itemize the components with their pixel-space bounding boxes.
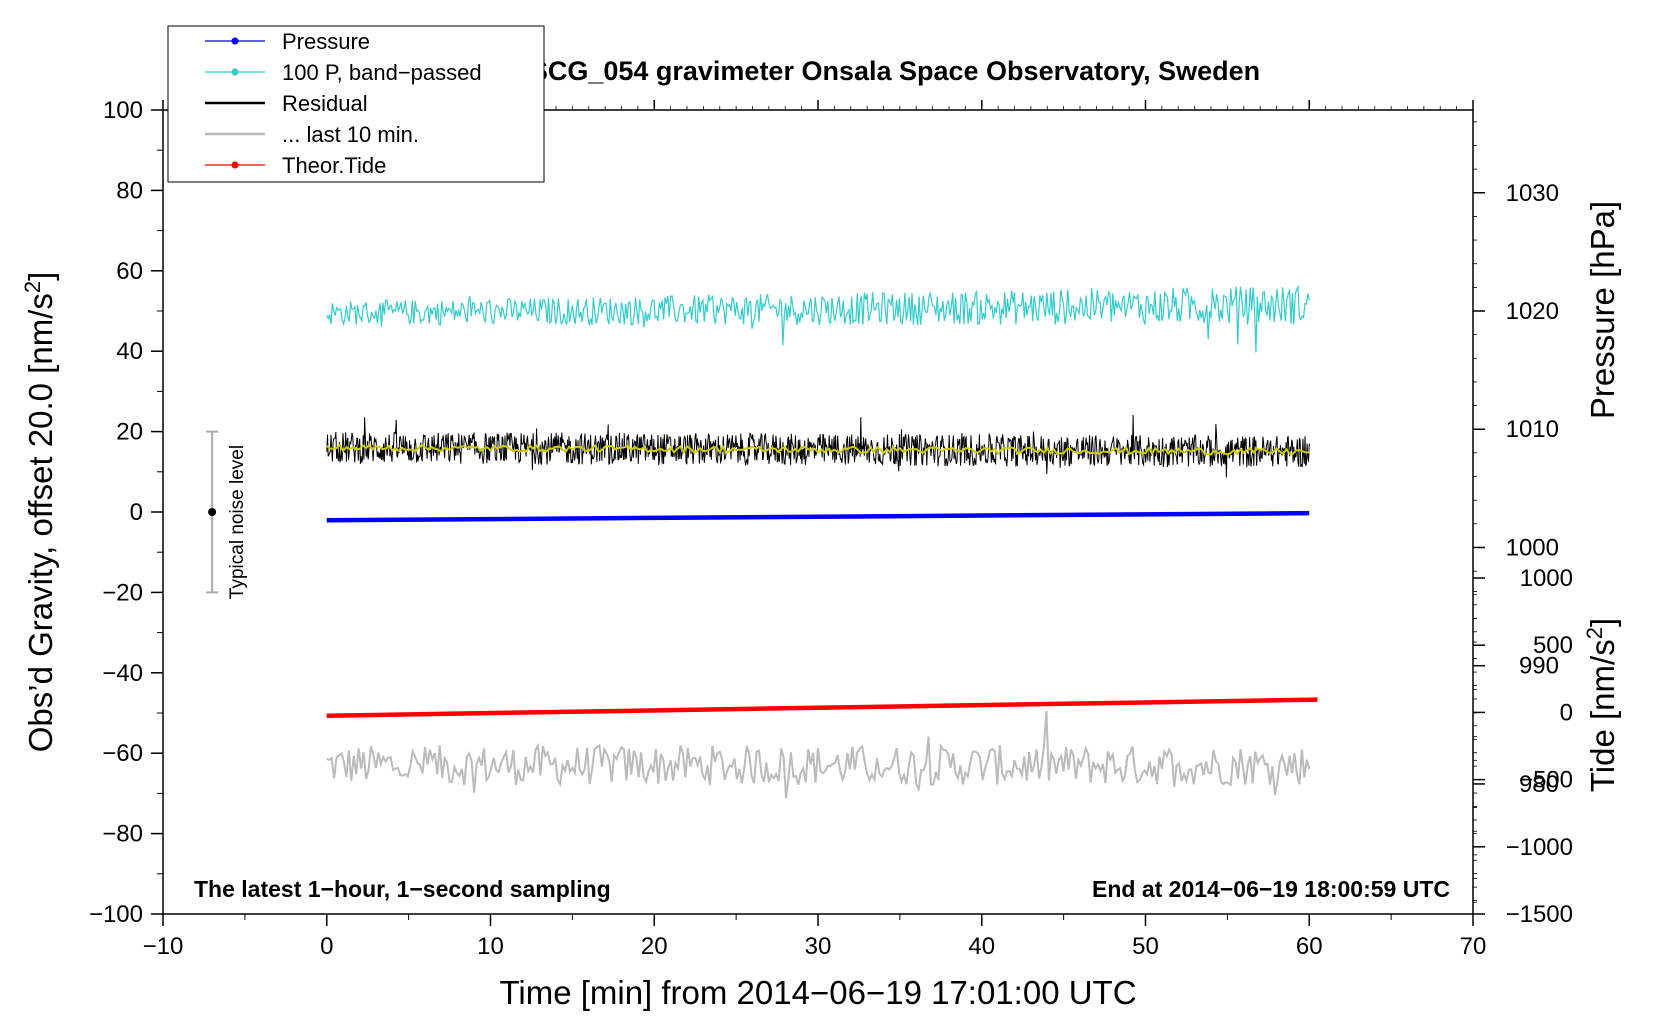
x-tick-label: 0	[320, 933, 333, 960]
series-last-10-min	[326, 711, 1311, 799]
tide-axis-ticks: −1500 −1000 −500 0 500 1000	[1473, 565, 1573, 928]
y-axis-label-tide-tail: ]	[1584, 618, 1621, 627]
y-axis-label-gravity: Obs’d Gravity, offset 20.0 [nm/s2]	[20, 272, 60, 753]
legend-items: Pressure 100 P, band−passed Residual ... la…	[205, 29, 482, 178]
y-axis-label-tide-sup: 2	[1582, 627, 1607, 639]
y-tick-label: −80	[102, 821, 143, 848]
legend-label: Residual	[282, 91, 368, 116]
series-layer	[326, 284, 1318, 799]
annotation-sampling: The latest 1−hour, 1−second sampling	[194, 876, 611, 902]
y-tick-label: 40	[116, 338, 143, 365]
legend-label: Theor.Tide	[282, 153, 386, 178]
series-band-passed-pressure	[326, 284, 1310, 353]
y-tick-label: 60	[116, 258, 143, 285]
y-tick-label: −20	[102, 579, 143, 606]
x-tick-label: 50	[1132, 933, 1159, 960]
legend-label: ... last 10 min.	[282, 122, 419, 147]
legend-label: 100 P, band−passed	[282, 60, 482, 85]
series-residual-smoothed	[326, 443, 1310, 456]
x-axis-ticks: −10 0 10 20 30 40 50 60 70	[143, 100, 1487, 960]
pressure-tick-label: 1000	[1506, 534, 1559, 561]
tide-tick-label: −500	[1519, 767, 1573, 794]
x-tick-label: 30	[805, 933, 832, 960]
legend-label: Pressure	[282, 29, 370, 54]
series-pressure	[326, 510, 1310, 523]
series-residual	[326, 414, 1310, 478]
y-tick-label: −60	[102, 740, 143, 767]
y-tick-label: −100	[89, 901, 143, 928]
tide-tick-label: −1500	[1506, 901, 1573, 928]
tide-tick-label: 1000	[1520, 565, 1573, 592]
y-tick-label: 0	[130, 499, 143, 526]
pressure-tick-label: 980	[1519, 771, 1559, 798]
y-axis-label-tide-main: Tide [nm/s	[1584, 639, 1621, 792]
tide-tick-label: −1000	[1506, 834, 1573, 861]
x-tick-label: 40	[968, 933, 995, 960]
x-axis-label: Time [min] from 2014−06−19 17:01:00 UTC	[499, 974, 1136, 1011]
legend-marker	[231, 37, 239, 45]
noise-level-point	[208, 508, 217, 516]
legend: Pressure 100 P, band−passed Residual ... la…	[167, 25, 545, 183]
noise-level-indicator: Typical noise level	[206, 430, 248, 599]
pressure-tick-label: 1010	[1506, 416, 1559, 443]
x-tick-label: −10	[143, 933, 184, 960]
noise-level-label: Typical noise level	[227, 445, 248, 599]
y-tick-label: 80	[116, 177, 143, 204]
x-tick-label: 10	[477, 933, 504, 960]
y-tick-label: 100	[103, 97, 143, 124]
tide-tick-label: 500	[1533, 632, 1573, 659]
y-axis-ticks: −100 −80 −60 −40 −20 0 20 40 60 80 100	[89, 97, 163, 928]
chart-title: SCG_054 gravimeter Onsala Space Observat…	[530, 56, 1260, 86]
x-tick-label: 70	[1460, 933, 1487, 960]
y-tick-label: −40	[102, 660, 143, 687]
annotation-end-time: End at 2014−06−19 18:00:59 UTC	[1092, 876, 1450, 902]
pressure-tick-label: 1030	[1506, 180, 1559, 207]
legend-marker	[231, 161, 239, 169]
pressure-axis-ticks: 980 990 1000 1010 1020 1030	[1473, 180, 1559, 798]
pressure-tick-label: 990	[1519, 653, 1559, 680]
y-axis-label-gravity-tail: ]	[22, 272, 59, 281]
tide-tick-label: 0	[1560, 699, 1573, 726]
legend-marker	[231, 68, 239, 76]
y-tick-label: 20	[116, 419, 143, 446]
pressure-tick-label: 1020	[1506, 298, 1559, 325]
y-axis-label-gravity-sup: 2	[20, 281, 45, 293]
y-axis-label-gravity-main: Obs’d Gravity, offset 20.0 [nm/s	[22, 293, 59, 752]
y-axis-label-pressure: Pressure [hPa]	[1584, 201, 1621, 419]
x-tick-label: 60	[1296, 933, 1323, 960]
y-axis-label-tide: Tide [nm/s2]	[1582, 618, 1622, 792]
x-tick-label: 20	[641, 933, 668, 960]
series-theoretical-tide	[326, 697, 1318, 719]
